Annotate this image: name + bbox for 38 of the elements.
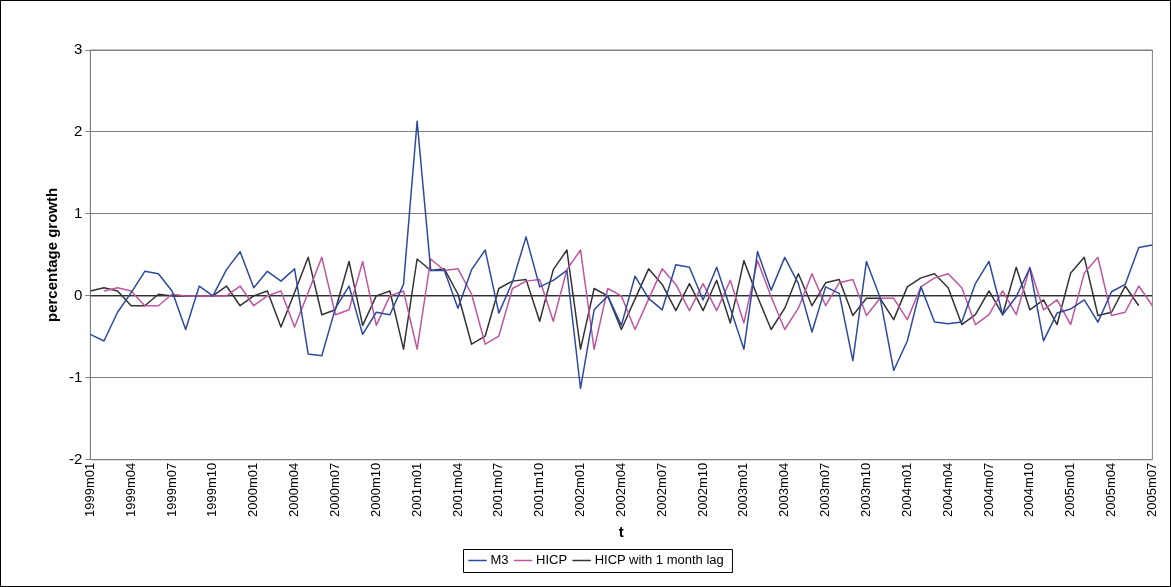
x-tick-label: 2002m01: [572, 462, 588, 518]
x-tick-label: 2005m04: [1103, 462, 1119, 518]
x-tick-label: 2003m10: [858, 462, 874, 518]
x-tick-label: 2001m10: [531, 462, 547, 518]
y-tick-label: 0: [73, 286, 83, 304]
x-tick-label: 2003m01: [735, 462, 751, 518]
x-tick-label: 2002m07: [653, 462, 669, 518]
x-tick-label: 2001m01: [408, 462, 424, 518]
x-tick-label: 2001m07: [490, 462, 506, 518]
x-tick-label: 2001m04: [449, 462, 465, 518]
x-tick-label: 2002m10: [694, 462, 710, 518]
legend-label: HICP with 1 month lag: [594, 552, 724, 568]
x-tick-label: 2000m10: [367, 462, 383, 518]
y-tick-label: 2: [73, 122, 83, 140]
x-tick-label: 2005m07: [1143, 462, 1159, 518]
x-tick-label: 2003m04: [776, 462, 792, 518]
y-tick-label: -2: [68, 449, 83, 467]
x-tick-label: 2000m04: [286, 462, 302, 518]
x-tick-label: 1999m07: [163, 462, 179, 518]
y-tick-label: -1: [68, 367, 83, 385]
x-tick-label: 2005m01: [1062, 462, 1078, 518]
x-tick-label: 2002m04: [612, 462, 628, 518]
x-tick-label: 2004m10: [1021, 462, 1037, 518]
x-tick-label: 1999m04: [122, 462, 138, 518]
x-tick-label: 1999m10: [204, 462, 220, 518]
x-tick-label: 2000m07: [327, 462, 343, 518]
x-tick-label: 2000m01: [245, 462, 261, 518]
x-tick-label: 2004m04: [939, 462, 955, 518]
y-tick-label: 3: [73, 40, 83, 58]
x-tick-label: 2004m07: [980, 462, 996, 518]
legend-label: HICP: [536, 552, 568, 568]
y-tick-label: 1: [73, 204, 83, 222]
legend-label: M3: [490, 552, 509, 568]
x-axis-title: t: [618, 523, 624, 541]
y-axis-title: percentage growth: [43, 187, 61, 322]
x-tick-label: 2003m07: [817, 462, 833, 518]
x-tick-label: 1999m01: [81, 462, 97, 518]
x-tick-label: 2004m01: [898, 462, 914, 518]
